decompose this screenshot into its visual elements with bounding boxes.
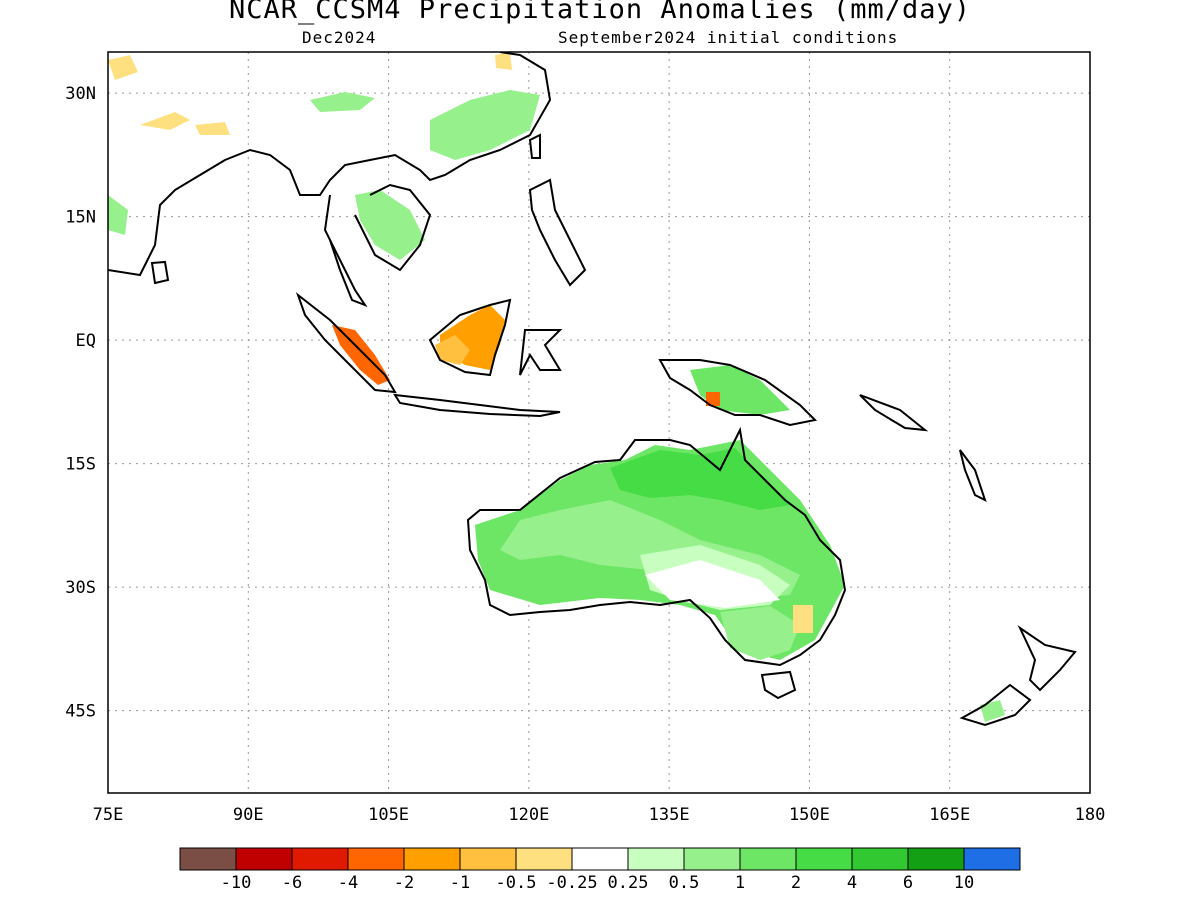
north-new-zealand-coast — [1017, 625, 1077, 692]
tasmania-coast — [760, 670, 797, 700]
colorbar-label: 2 — [791, 873, 801, 893]
latitude-tick-label: 30S — [65, 578, 96, 598]
latitude-tick-label: EQ — [76, 331, 96, 351]
colorbar-swatch — [291, 847, 349, 871]
colorbar-swatch — [403, 847, 461, 871]
new-guinea-dry-spot — [706, 392, 720, 406]
sri-lanka-coast — [150, 260, 170, 285]
west-india-wet-anomaly — [108, 195, 128, 235]
plot-frame — [107, 51, 1091, 794]
longitude-tick-label: 135E — [649, 805, 690, 825]
anomaly-shading — [108, 52, 1005, 722]
indochina-wet-anomaly — [355, 190, 425, 260]
colorbar-label: 0.5 — [669, 873, 700, 893]
java-coast — [393, 393, 561, 418]
colorbar-label: -0.5 — [496, 873, 537, 893]
colorbar-swatch — [235, 847, 293, 871]
colorbar-swatch — [739, 847, 797, 871]
nepal-dry-anomaly — [195, 122, 230, 135]
initial-conditions: September2024 initial conditions — [558, 28, 899, 47]
borneo-dry-edge — [435, 335, 470, 365]
new-guinea-coast — [658, 359, 818, 427]
longitude-tick-label: 180 — [1075, 805, 1106, 825]
east-australia-dry-spot — [793, 605, 813, 633]
latitude-tick-label: 15S — [65, 455, 96, 475]
colorbar-label: 1 — [735, 873, 745, 893]
sulawesi-coast — [519, 329, 563, 376]
south-china-wet-anomaly — [430, 90, 540, 160]
colorbar-swatch — [963, 847, 1021, 871]
longitude-tick-label: 105E — [368, 805, 409, 825]
map-gridlines — [108, 52, 1090, 793]
solomon-islands-coast — [859, 394, 929, 432]
colorbar-label: 10 — [954, 873, 974, 893]
australia-moderate-anomaly — [610, 448, 790, 510]
colorbar-swatch — [571, 847, 629, 871]
new-zealand-wet-anomaly — [980, 700, 1005, 722]
latitude-tick-label: 45S — [65, 702, 96, 722]
latitude-tick-label: 30N — [65, 84, 96, 104]
colorbar-label: -0.25 — [546, 873, 597, 893]
colorbar-label: -4 — [338, 873, 358, 893]
longitude-tick-label: 120E — [508, 805, 549, 825]
longitude-tick-label: 90E — [233, 805, 264, 825]
colorbar-swatch — [683, 847, 741, 871]
northwest-dry-anomaly — [108, 55, 138, 80]
colorbar-label: -1 — [450, 873, 470, 893]
colorbar-label: 0.25 — [608, 873, 649, 893]
longitude-tick-label: 150E — [789, 805, 830, 825]
colorbar-swatch — [627, 847, 685, 871]
south-new-zealand-coast — [959, 683, 1032, 727]
colorbar-label: -10 — [221, 873, 252, 893]
colorbar-swatch — [347, 847, 405, 871]
borneo-coast — [428, 298, 512, 377]
forecast-month: Dec2024 — [302, 28, 377, 47]
colorbar-label: 4 — [847, 873, 857, 893]
australia-coast — [466, 426, 847, 667]
longitude-tick-label: 165E — [929, 805, 970, 825]
colorbar-label: -2 — [394, 873, 414, 893]
colorbar-label: 6 — [903, 873, 913, 893]
sumatra-coast — [295, 292, 397, 394]
vanuatu-coast — [959, 449, 987, 502]
north-china-dry-anomaly — [495, 52, 512, 70]
new-guinea-wet-anomaly — [690, 365, 790, 415]
colorbar: -10 -6 -4 -2 -1 -0.5 -0.25 0.25 0.5 1 2 4 6 10 — [179, 847, 1021, 893]
colorbar-label: -6 — [282, 873, 302, 893]
sumatra-dry-anomaly — [332, 325, 390, 385]
latitude-tick-label: 15N — [65, 208, 96, 228]
colorbar-swatch — [851, 847, 909, 871]
longitude-tick-label: 75E — [93, 805, 124, 825]
colorbar-swatch — [907, 847, 965, 871]
tibet-wet-anomaly — [310, 92, 375, 112]
latitude-tick-labels: 30N 15N EQ 15S 30S 45S — [65, 84, 96, 722]
colorbar-swatch — [795, 847, 853, 871]
colorbar-swatch — [515, 847, 573, 871]
chart-title: NCAR_CCSM4 Precipitation Anomalies (mm/d… — [229, 0, 971, 25]
longitude-tick-labels: 75E 90E 105E 120E 135E 150E 165E 180 — [93, 805, 1106, 825]
coastlines — [108, 52, 1077, 727]
asia-mainland-coast — [108, 52, 552, 308]
philippines-coast — [528, 178, 587, 287]
colorbar-swatch — [459, 847, 517, 871]
taiwan-coast — [528, 133, 541, 159]
himalaya-dry-anomaly — [140, 112, 190, 130]
colorbar-swatch — [179, 847, 237, 871]
southeast-australia-anomaly — [720, 606, 800, 660]
australia-neutral-area — [645, 560, 780, 608]
